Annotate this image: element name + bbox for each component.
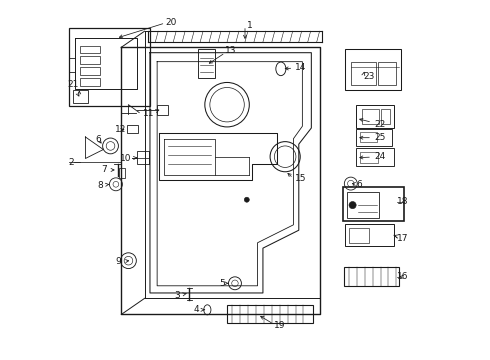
Text: 24: 24 xyxy=(360,152,386,161)
Bar xyxy=(345,49,401,90)
Bar xyxy=(362,109,379,125)
Text: 11: 11 xyxy=(143,109,159,118)
Bar xyxy=(361,132,377,142)
Text: 8: 8 xyxy=(98,181,109,190)
Text: 19: 19 xyxy=(274,321,285,330)
Text: 12: 12 xyxy=(115,125,126,134)
Bar xyxy=(351,62,376,85)
Bar xyxy=(349,228,368,243)
Bar xyxy=(347,192,379,218)
Bar xyxy=(378,62,395,85)
Bar xyxy=(69,28,150,107)
Bar xyxy=(356,105,394,128)
Bar xyxy=(356,129,392,146)
Text: 3: 3 xyxy=(175,291,186,300)
Text: 21: 21 xyxy=(68,81,79,96)
Text: 22: 22 xyxy=(360,118,386,129)
Bar xyxy=(80,45,100,53)
Bar xyxy=(157,105,168,115)
Text: 18: 18 xyxy=(397,197,409,206)
Bar xyxy=(80,67,100,75)
Bar xyxy=(127,126,138,134)
Text: 6: 6 xyxy=(352,180,362,189)
Bar xyxy=(80,56,100,64)
Bar xyxy=(80,78,100,86)
Text: 4: 4 xyxy=(194,305,205,314)
Bar xyxy=(361,152,378,163)
Text: 10: 10 xyxy=(120,154,137,163)
Text: 2: 2 xyxy=(69,158,74,167)
Bar xyxy=(381,109,390,125)
Text: 6: 6 xyxy=(96,135,101,144)
Bar xyxy=(343,187,403,221)
Text: 7: 7 xyxy=(101,166,114,175)
Text: 23: 23 xyxy=(364,72,375,81)
Circle shape xyxy=(349,202,356,209)
Text: 17: 17 xyxy=(394,234,409,243)
Text: 5: 5 xyxy=(220,279,228,288)
Bar xyxy=(227,305,313,323)
Text: 13: 13 xyxy=(225,46,237,55)
Bar xyxy=(73,90,88,103)
Text: 9: 9 xyxy=(116,257,129,266)
Text: 14: 14 xyxy=(294,63,306,72)
Bar xyxy=(120,168,125,178)
Bar xyxy=(137,151,149,164)
Text: 20: 20 xyxy=(166,18,177,27)
Bar xyxy=(198,49,215,78)
Text: 25: 25 xyxy=(360,133,386,142)
Bar xyxy=(343,267,399,286)
Text: 1: 1 xyxy=(247,21,252,30)
Circle shape xyxy=(245,197,249,202)
Bar xyxy=(356,148,394,166)
Bar xyxy=(345,224,394,246)
Text: 15: 15 xyxy=(294,174,306,183)
Text: 16: 16 xyxy=(397,272,409,281)
